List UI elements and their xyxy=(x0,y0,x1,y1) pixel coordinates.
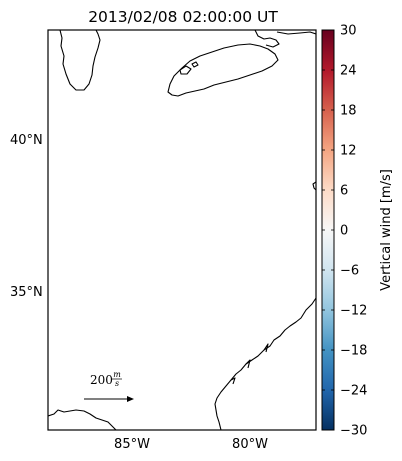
colorbar-tick-label: −24 xyxy=(340,384,367,399)
colorbar-tick-label: −30 xyxy=(340,424,367,439)
lake-erie-shoreline xyxy=(167,43,279,97)
map-frame xyxy=(47,29,317,431)
colorbar: 30 24 18 12 6 0 −6 −12 −18 −24 −30 Vertical wind [… xyxy=(321,24,394,439)
colorbar-tick-label: 30 xyxy=(340,24,357,39)
map-area xyxy=(47,29,317,431)
lake-erie-island xyxy=(179,65,192,75)
map-background xyxy=(48,30,316,430)
scale-arrow: 200 m s xyxy=(84,370,134,402)
coastline-edge-feature xyxy=(312,181,316,191)
colorbar-tick-label: 18 xyxy=(340,104,357,119)
colorbar-tick-label: 6 xyxy=(340,184,348,199)
scale-arrow-value: 200 xyxy=(90,373,113,387)
lake-michigan-shoreline xyxy=(59,30,101,91)
lon-label-85w: 85°W xyxy=(114,437,150,452)
gulf-coastline xyxy=(48,409,117,430)
colorbar-tick-label: 24 xyxy=(340,64,357,79)
colorbar-tick-label: −18 xyxy=(340,344,367,359)
colorbar-ticks: 30 24 18 12 6 0 −6 −12 −18 −24 −30 xyxy=(322,24,367,439)
colorbar-tick-label: 12 xyxy=(340,144,357,159)
coastline-detail xyxy=(230,343,269,385)
lake-erie-island xyxy=(191,61,199,68)
scale-arrow-head-icon xyxy=(127,396,134,402)
scale-arrow-unit-num: m xyxy=(113,370,121,379)
lake-st-clair-shoreline xyxy=(276,31,316,35)
scale-arrow-unit-den: s xyxy=(115,379,119,388)
lat-label-35n: 35°N xyxy=(10,285,43,300)
colorbar-tick-label: 0 xyxy=(340,224,348,239)
colorbar-tick-label: −6 xyxy=(340,264,359,279)
colorbar-tick-label: −12 xyxy=(340,304,367,319)
map-title: 2013/02/08 02:00:00 UT xyxy=(88,8,278,26)
lat-label-40n: 40°N xyxy=(10,133,43,148)
colorbar-label: Vertical wind [m/s] xyxy=(379,169,394,291)
lake-huron-shoreline xyxy=(254,30,280,48)
lon-label-80w: 80°W xyxy=(232,437,268,452)
atlantic-coastline xyxy=(214,297,316,430)
